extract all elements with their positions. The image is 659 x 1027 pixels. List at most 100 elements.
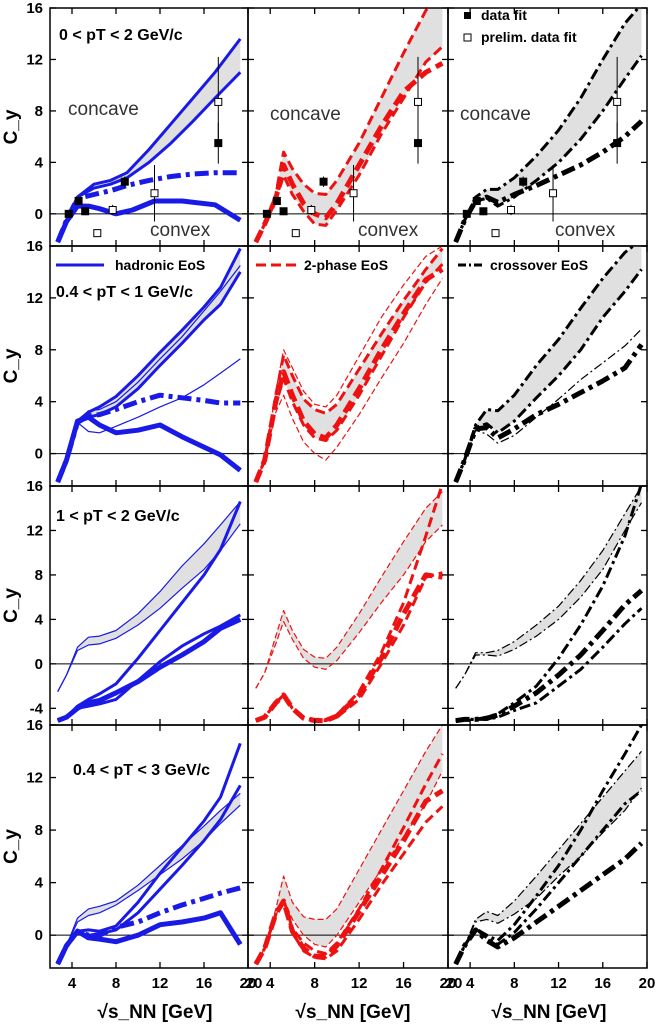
panel-plot-area — [448, 246, 647, 484]
region-label-concave-3: concave — [460, 104, 531, 125]
x-axis-title-2: √s_NN [GeV] — [296, 1002, 411, 1023]
series-line-hadronic-5 — [55, 910, 243, 966]
data-fit-point — [64, 209, 73, 218]
y-tick-label: 16 — [26, 0, 43, 17]
series-line-hadronic-3 — [55, 198, 242, 244]
panel-r1-hadronic: 0 4 8 12 16 — [26, 238, 249, 487]
series-line-crossover-3 — [455, 607, 643, 723]
panel-plot-area — [50, 247, 248, 484]
series-line-crossover-4 — [453, 841, 644, 966]
region-label-concave-2: concave — [270, 104, 341, 125]
y-tick-label: 4 — [35, 611, 44, 628]
panel-r2-hadronic: -4 0 4 8 12 16 — [26, 478, 249, 726]
prelim-data-point — [414, 97, 422, 106]
series-line-two_phase-3 — [255, 571, 443, 723]
y-tick-label: 8 — [35, 567, 43, 584]
legend-hadronic: hadronic EoS — [56, 257, 205, 273]
x-tick-label: 12 — [351, 975, 368, 992]
data-fit-point — [519, 177, 528, 186]
prelim-data-point — [549, 189, 558, 198]
panel-plot-area — [448, 8, 647, 244]
series-line-crossover-2 — [455, 486, 643, 723]
series-line-two_phase-3 — [255, 278, 443, 483]
data-fit-point — [120, 177, 129, 186]
row-label-1: 0 < pT < 2 GeV/c — [59, 27, 183, 44]
prelim-data-point — [349, 189, 358, 198]
legend-hadronic-label: hadronic EoS — [115, 257, 205, 273]
panel-r0-hadronic: 0 4 8 12 16 — [26, 0, 249, 247]
y-tick-label: 4 — [35, 394, 44, 411]
series-line-hadronic-0 — [57, 792, 241, 965]
panel-r1-two_phase — [247, 245, 449, 487]
x-tick-label: 8 — [112, 975, 120, 992]
series-line-hadronic-4 — [56, 617, 242, 723]
data-fit-point — [479, 207, 488, 216]
y-tick-label: 16 — [26, 717, 43, 734]
x-tick-label: 8 — [510, 975, 518, 992]
panel-r0-crossover — [447, 7, 648, 247]
prelim-data-point — [291, 229, 300, 238]
row-label-2: 0.4 < pT < 1 GeV/c — [56, 284, 193, 301]
series-line-crossover-2 — [454, 725, 643, 965]
y-tick-label: 0 — [35, 927, 43, 944]
data-fit-point — [214, 139, 223, 148]
y-tick-label: -4 — [30, 700, 44, 717]
y-tick-label: 4 — [35, 875, 44, 892]
prelim-data-point — [507, 205, 516, 214]
series-line-two_phase-0 — [255, 770, 443, 965]
panel-r3-crossover: 4 8 12 16 20 20 — [446, 724, 656, 992]
y-tick-label: 0 — [35, 446, 43, 463]
x-axis-title-3: √s_NN [GeV] — [492, 1002, 607, 1023]
series-line-two_phase-1 — [255, 725, 443, 965]
region-label-concave-1: concave — [68, 99, 139, 120]
legend-two-phase: 2-phase EoS — [256, 257, 388, 273]
series-line-two_phase-2 — [253, 267, 444, 484]
uncertainty-band — [57, 501, 241, 692]
series-line-two_phase-2 — [253, 61, 444, 244]
y-tick-label: 12 — [26, 290, 43, 307]
series-line-crossover-1 — [455, 486, 643, 689]
y-tick-label: 12 — [26, 51, 43, 68]
legend-prelim-marker — [463, 33, 472, 42]
x-tick-label: 20 — [446, 975, 463, 992]
y-axis-title-1: C_y — [1, 109, 22, 144]
y-tick-label: 12 — [26, 522, 43, 539]
prelim-data-point — [613, 97, 622, 106]
series-line-hadronic-4 — [55, 392, 241, 484]
panel-plot-area — [50, 501, 248, 723]
x-tick-label: 16 — [196, 975, 213, 992]
row-label-3: 1 < pT < 2 GeV/c — [56, 508, 180, 525]
region-label-convex-2: convex — [358, 220, 419, 241]
y-tick-label: 12 — [26, 770, 43, 787]
uncertainty-band — [455, 246, 642, 483]
series-line-hadronic-5 — [55, 414, 242, 484]
legend-data: data fit prelim. data fit — [463, 7, 577, 45]
legend-data-fit-label: data fit — [481, 7, 527, 23]
data-fit-point — [81, 207, 90, 216]
series-line-two_phase-1 — [255, 524, 443, 689]
x-tick-label: 20 — [639, 975, 656, 992]
legend-prelim-label: prelim. data fit — [481, 29, 577, 45]
y-axis-title-4: C_y — [1, 829, 22, 864]
series-line-crossover-1 — [455, 787, 642, 965]
data-fit-point — [462, 209, 471, 218]
x-tick-label: 4 — [68, 975, 77, 992]
row-label-4: 0.4 < pT < 3 GeV/c — [73, 762, 210, 779]
legend-crossover: crossover EoS — [458, 257, 588, 273]
y-tick-label: 16 — [26, 238, 43, 255]
prelim-data-point — [214, 97, 223, 106]
data-fit-point — [74, 196, 83, 205]
series-line-two_phase-1 — [254, 263, 444, 483]
data-fit-point — [613, 139, 622, 148]
data-fit-point — [272, 196, 281, 205]
series-line-crossover-3 — [453, 343, 644, 484]
x-tick-label: 4 — [266, 975, 275, 992]
prelim-data-point — [93, 229, 102, 238]
series-line-two_phase-4 — [253, 788, 444, 966]
x-tick-label: 20 — [440, 975, 457, 992]
y-axis-title-2: C_y — [1, 348, 22, 383]
series-line-two_phase-0 — [255, 491, 443, 689]
panel-r2-two_phase — [247, 485, 449, 726]
